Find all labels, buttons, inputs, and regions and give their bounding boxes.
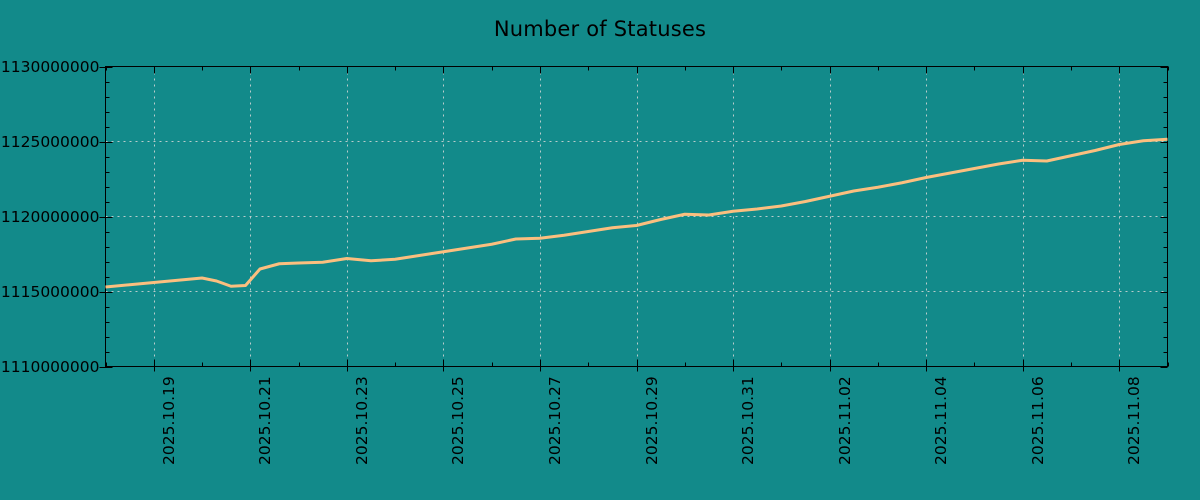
x-axis-tick-label: 2025.10.21 [256,375,275,465]
x-axis-tick-label: 2025.10.27 [545,375,564,465]
y-axis-tick-label: 1130000000 [0,57,100,76]
x-axis-tick-label: 2025.10.29 [642,375,661,465]
gridlines [105,66,1168,367]
y-axis-tick-label: 1120000000 [0,207,100,226]
y-axis-tick-label: 1125000000 [0,132,100,151]
plot-frame [104,65,1169,368]
chart-title: Number of Statuses [493,17,707,41]
x-axis-tick-label: 2025.11.02 [835,375,854,465]
x-axis-tick-label: 2025.10.19 [159,375,178,465]
x-axis-tick-label: 2025.11.04 [932,375,951,465]
x-axis-tick-label: 2025.10.25 [449,375,468,465]
x-axis-tick-label: 2025.10.23 [352,375,371,465]
x-axis-tick-label: 2025.11.06 [1028,375,1047,465]
x-axis-tick-label: 2025.11.08 [1125,375,1144,465]
x-axis-tick-label: 2025.10.31 [739,375,758,465]
y-axis-tick-label: 1115000000 [0,282,100,301]
axis-ticks [99,66,1169,372]
y-axis-tick-label: 1110000000 [0,357,100,376]
data-series-line [105,137,1168,289]
